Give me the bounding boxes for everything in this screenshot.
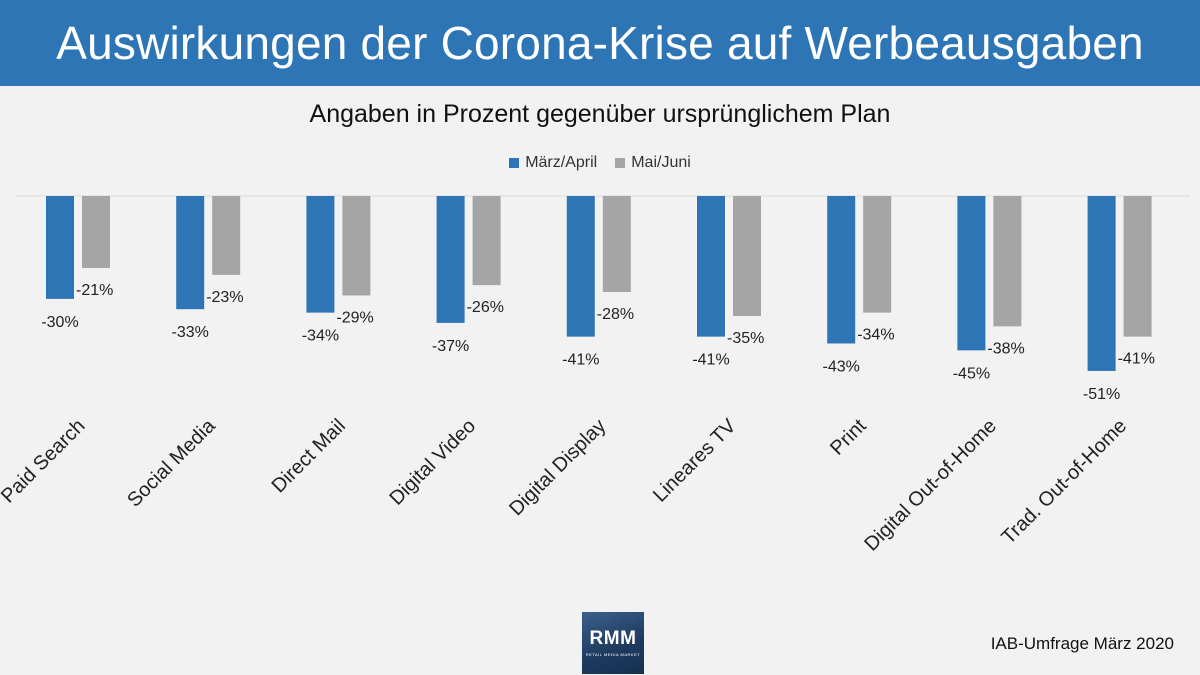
bar-series-2	[993, 196, 1022, 327]
data-label-series-1: -33%	[172, 324, 209, 341]
bar-series-2	[82, 196, 110, 269]
bar-series-1	[1087, 196, 1116, 371]
legend-item-series-1: März/April	[509, 154, 597, 172]
bar-series-2	[472, 196, 501, 286]
rmm-logo: RMM RETAIL MEDIA MARKET	[582, 612, 644, 674]
x-tick-label: Digital Display	[505, 415, 610, 520]
bar-series-2	[1123, 196, 1152, 337]
legend-label-series-2: Mai/Juni	[631, 154, 691, 171]
data-label-series-2: -29%	[336, 309, 373, 326]
data-label-series-2: -34%	[857, 327, 894, 344]
header-bar: Auswirkungen der Corona-Krise auf Werbea…	[0, 0, 1200, 86]
x-tick-label: Digital Out-of-Home	[860, 415, 1001, 556]
logo-subtext: RETAIL MEDIA MARKET	[585, 652, 641, 657]
source-note: IAB-Umfrage März 2020	[990, 634, 1174, 653]
data-label-series-1: -45%	[953, 365, 990, 382]
data-label-series-2: -23%	[206, 289, 243, 306]
data-label-series-1: -30%	[41, 314, 78, 331]
data-label-series-2: -38%	[987, 340, 1024, 357]
chart-title: Angaben in Prozent gegenüber ursprünglic…	[309, 100, 891, 128]
bar-series-2	[602, 196, 631, 293]
logo-text: RMM	[589, 628, 637, 649]
bar-series-1	[306, 196, 335, 313]
bar-series-2	[212, 196, 241, 275]
data-label-series-1: -37%	[432, 338, 469, 355]
data-label-series-1: -41%	[562, 352, 599, 369]
legend-label-series-1: März/April	[525, 154, 598, 171]
bar-series-1	[827, 196, 856, 344]
legend-item-series-2: Mai/Juni	[615, 154, 691, 172]
bar-chart: -30% -33% -34% -37% -41% -41% -43% -45% -51% -21%…	[0, 195, 1190, 556]
page-title: Auswirkungen der Corona-Krise auf Werbea…	[56, 17, 1144, 69]
data-label-series-1: -51%	[1083, 386, 1120, 403]
x-tick-label: Direct Mail	[268, 415, 350, 497]
chart-legend: März/April Mai/Juni	[0, 154, 1200, 172]
legend-swatch-series-2	[615, 158, 626, 168]
bar-series-1	[176, 196, 205, 310]
bar-series-2	[733, 196, 761, 317]
bar-series-2	[342, 196, 371, 296]
x-tick-label: Social Media	[123, 414, 220, 511]
x-tick-label: Trad. Out-of-Home	[997, 415, 1131, 549]
x-tick-label: Print	[826, 415, 871, 460]
data-label-series-2: -21%	[76, 282, 113, 299]
bar-series-1	[957, 196, 986, 351]
data-label-series-2: -41%	[1118, 351, 1155, 368]
x-tick-label: Digital Video	[385, 415, 480, 510]
bar-series-1	[697, 196, 725, 337]
x-tick-label: Lineares TV	[649, 415, 741, 507]
data-label-series-1: -43%	[823, 358, 860, 375]
data-label-series-2: -26%	[467, 299, 504, 316]
bar-series-1	[46, 196, 74, 299]
data-label-series-1: -34%	[302, 328, 339, 345]
data-label-series-2: -35%	[727, 330, 764, 347]
bar-series-1	[436, 196, 465, 323]
data-label-series-1: -41%	[692, 352, 729, 369]
x-tick-label: Paid Search	[0, 415, 90, 508]
legend-swatch-series-1	[509, 158, 520, 168]
bar-series-1	[566, 196, 595, 337]
data-label-series-2: -28%	[597, 306, 634, 323]
bar-series-2	[863, 196, 892, 313]
